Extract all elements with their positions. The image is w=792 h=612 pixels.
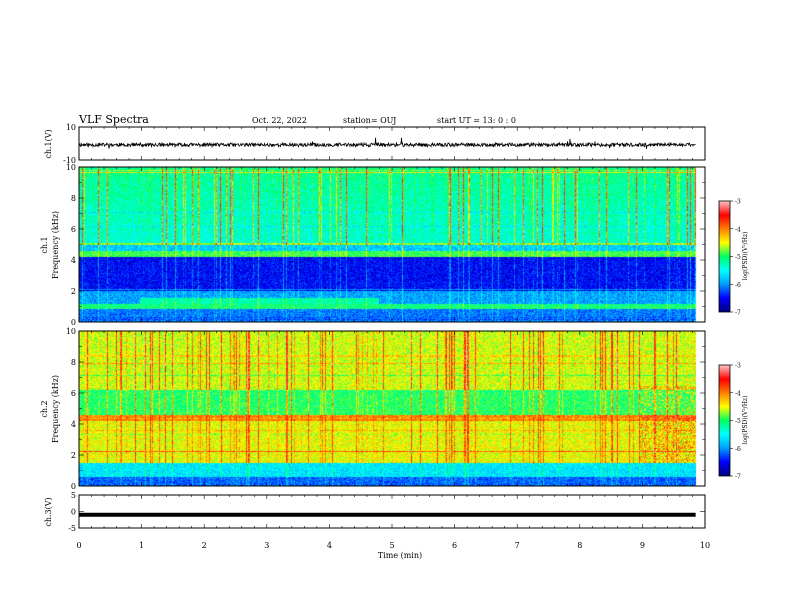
ch3-waveform-ylabel: ch.3(V) — [44, 497, 53, 526]
ch1-spectrogram-ylabel: Frequency (kHz) — [51, 211, 60, 279]
ch1-waveform-yticks: 10 -10 — [63, 123, 705, 165]
ch2-colorbar-ticks: -3 -4 -5 -6 -7 — [730, 363, 741, 481]
y-tick-label: 8 — [71, 194, 76, 203]
ch2-spectrogram-yticks: 0 2 4 6 8 10 — [66, 327, 705, 491]
colorbar-tick-label: -6 — [735, 446, 741, 453]
ch1-colorbar-label: log(PSD)(V²/Hz) — [742, 232, 749, 281]
date-label: Oct. 22, 2022 — [252, 116, 307, 125]
y-tick-label: 2 — [71, 451, 76, 460]
y-tick-label: -10 — [63, 156, 76, 165]
time-tick-label: 9 — [640, 541, 645, 550]
time-tick-label: 6 — [452, 541, 457, 550]
colorbar-tick-label: -4 — [735, 390, 741, 397]
time-tick-label: 3 — [264, 541, 269, 550]
station-label: station= OUJ — [343, 116, 396, 125]
y-tick-label: 10 — [66, 123, 76, 132]
colorbar-tick-label: -3 — [735, 363, 741, 370]
colorbar-tick-label: -6 — [735, 282, 741, 289]
ch2-colorbar-label: log(PSD)(V²/Hz) — [742, 396, 749, 445]
y-tick-label: 0 — [71, 318, 76, 327]
y-tick-label: 6 — [71, 389, 76, 398]
time-tick-label: 1 — [139, 541, 144, 550]
ch1-colorbar-ticks: -3 -4 -5 -6 -7 — [730, 199, 741, 317]
ch2-spectrogram-image — [79, 331, 705, 486]
colorbar-tick-label: -7 — [735, 474, 741, 481]
colorbar-tick-label: -5 — [735, 418, 741, 425]
y-tick-label: -5 — [68, 524, 76, 533]
ch2-spectrogram-ylabel: Frequency (kHz) — [51, 375, 60, 443]
ch2-spectrogram-channel-label: ch.2 — [40, 400, 49, 417]
time-axis-label: Time (min) — [378, 551, 422, 560]
y-tick-label: 6 — [71, 225, 76, 234]
ch1-waveform-panel: 10 -10 ch.1(V) — [44, 123, 706, 165]
y-tick-label: 5 — [71, 491, 76, 500]
y-tick-label: 4 — [71, 420, 76, 429]
colorbar-tick-label: -7 — [735, 310, 741, 317]
y-tick-label: 0 — [71, 482, 76, 491]
colorbar-tick-label: -4 — [735, 226, 741, 233]
y-tick-label: 10 — [66, 327, 76, 336]
figure-title: VLF Spectra — [78, 113, 149, 126]
y-tick-label: 10 — [66, 163, 76, 172]
ch1-spectrogram-channel-label: ch.1 — [40, 236, 49, 253]
time-tick-label: 5 — [389, 541, 394, 550]
ch3-waveform-frame — [78, 494, 706, 529]
time-tick-label: 10 — [700, 541, 710, 550]
start-time-label: start UT = 13: 0 : 0 — [437, 116, 516, 125]
time-axis-ticks: 0 1 2 3 4 5 6 7 8 9 10 — [76, 127, 710, 550]
y-tick-label: 0 — [71, 508, 76, 517]
time-tick-label: 0 — [76, 541, 81, 550]
colorbar-tick-label: -5 — [735, 254, 741, 261]
time-tick-label: 8 — [577, 541, 582, 550]
ch3-waveform-panel: 5 0 -5 ch.3(V) — [44, 491, 706, 533]
ch3-waveform-yticks: 5 0 -5 — [68, 491, 705, 533]
y-tick-label: 8 — [71, 358, 76, 367]
ch2-colorbar — [719, 365, 730, 476]
ch1-spectrogram-yticks: 0 2 4 6 8 10 — [66, 163, 705, 327]
y-tick-label: 2 — [71, 287, 76, 296]
ch1-spectrogram-image — [79, 167, 705, 322]
y-tick-label: 4 — [71, 256, 76, 265]
ch1-waveform-trace — [78, 137, 696, 149]
time-tick-label: 2 — [202, 541, 207, 550]
time-tick-label: 4 — [327, 541, 332, 550]
colorbar-tick-label: -3 — [735, 199, 741, 206]
ch1-colorbar — [719, 201, 730, 312]
ch1-waveform-ylabel: ch.1(V) — [44, 129, 53, 158]
time-tick-label: 7 — [515, 541, 520, 550]
